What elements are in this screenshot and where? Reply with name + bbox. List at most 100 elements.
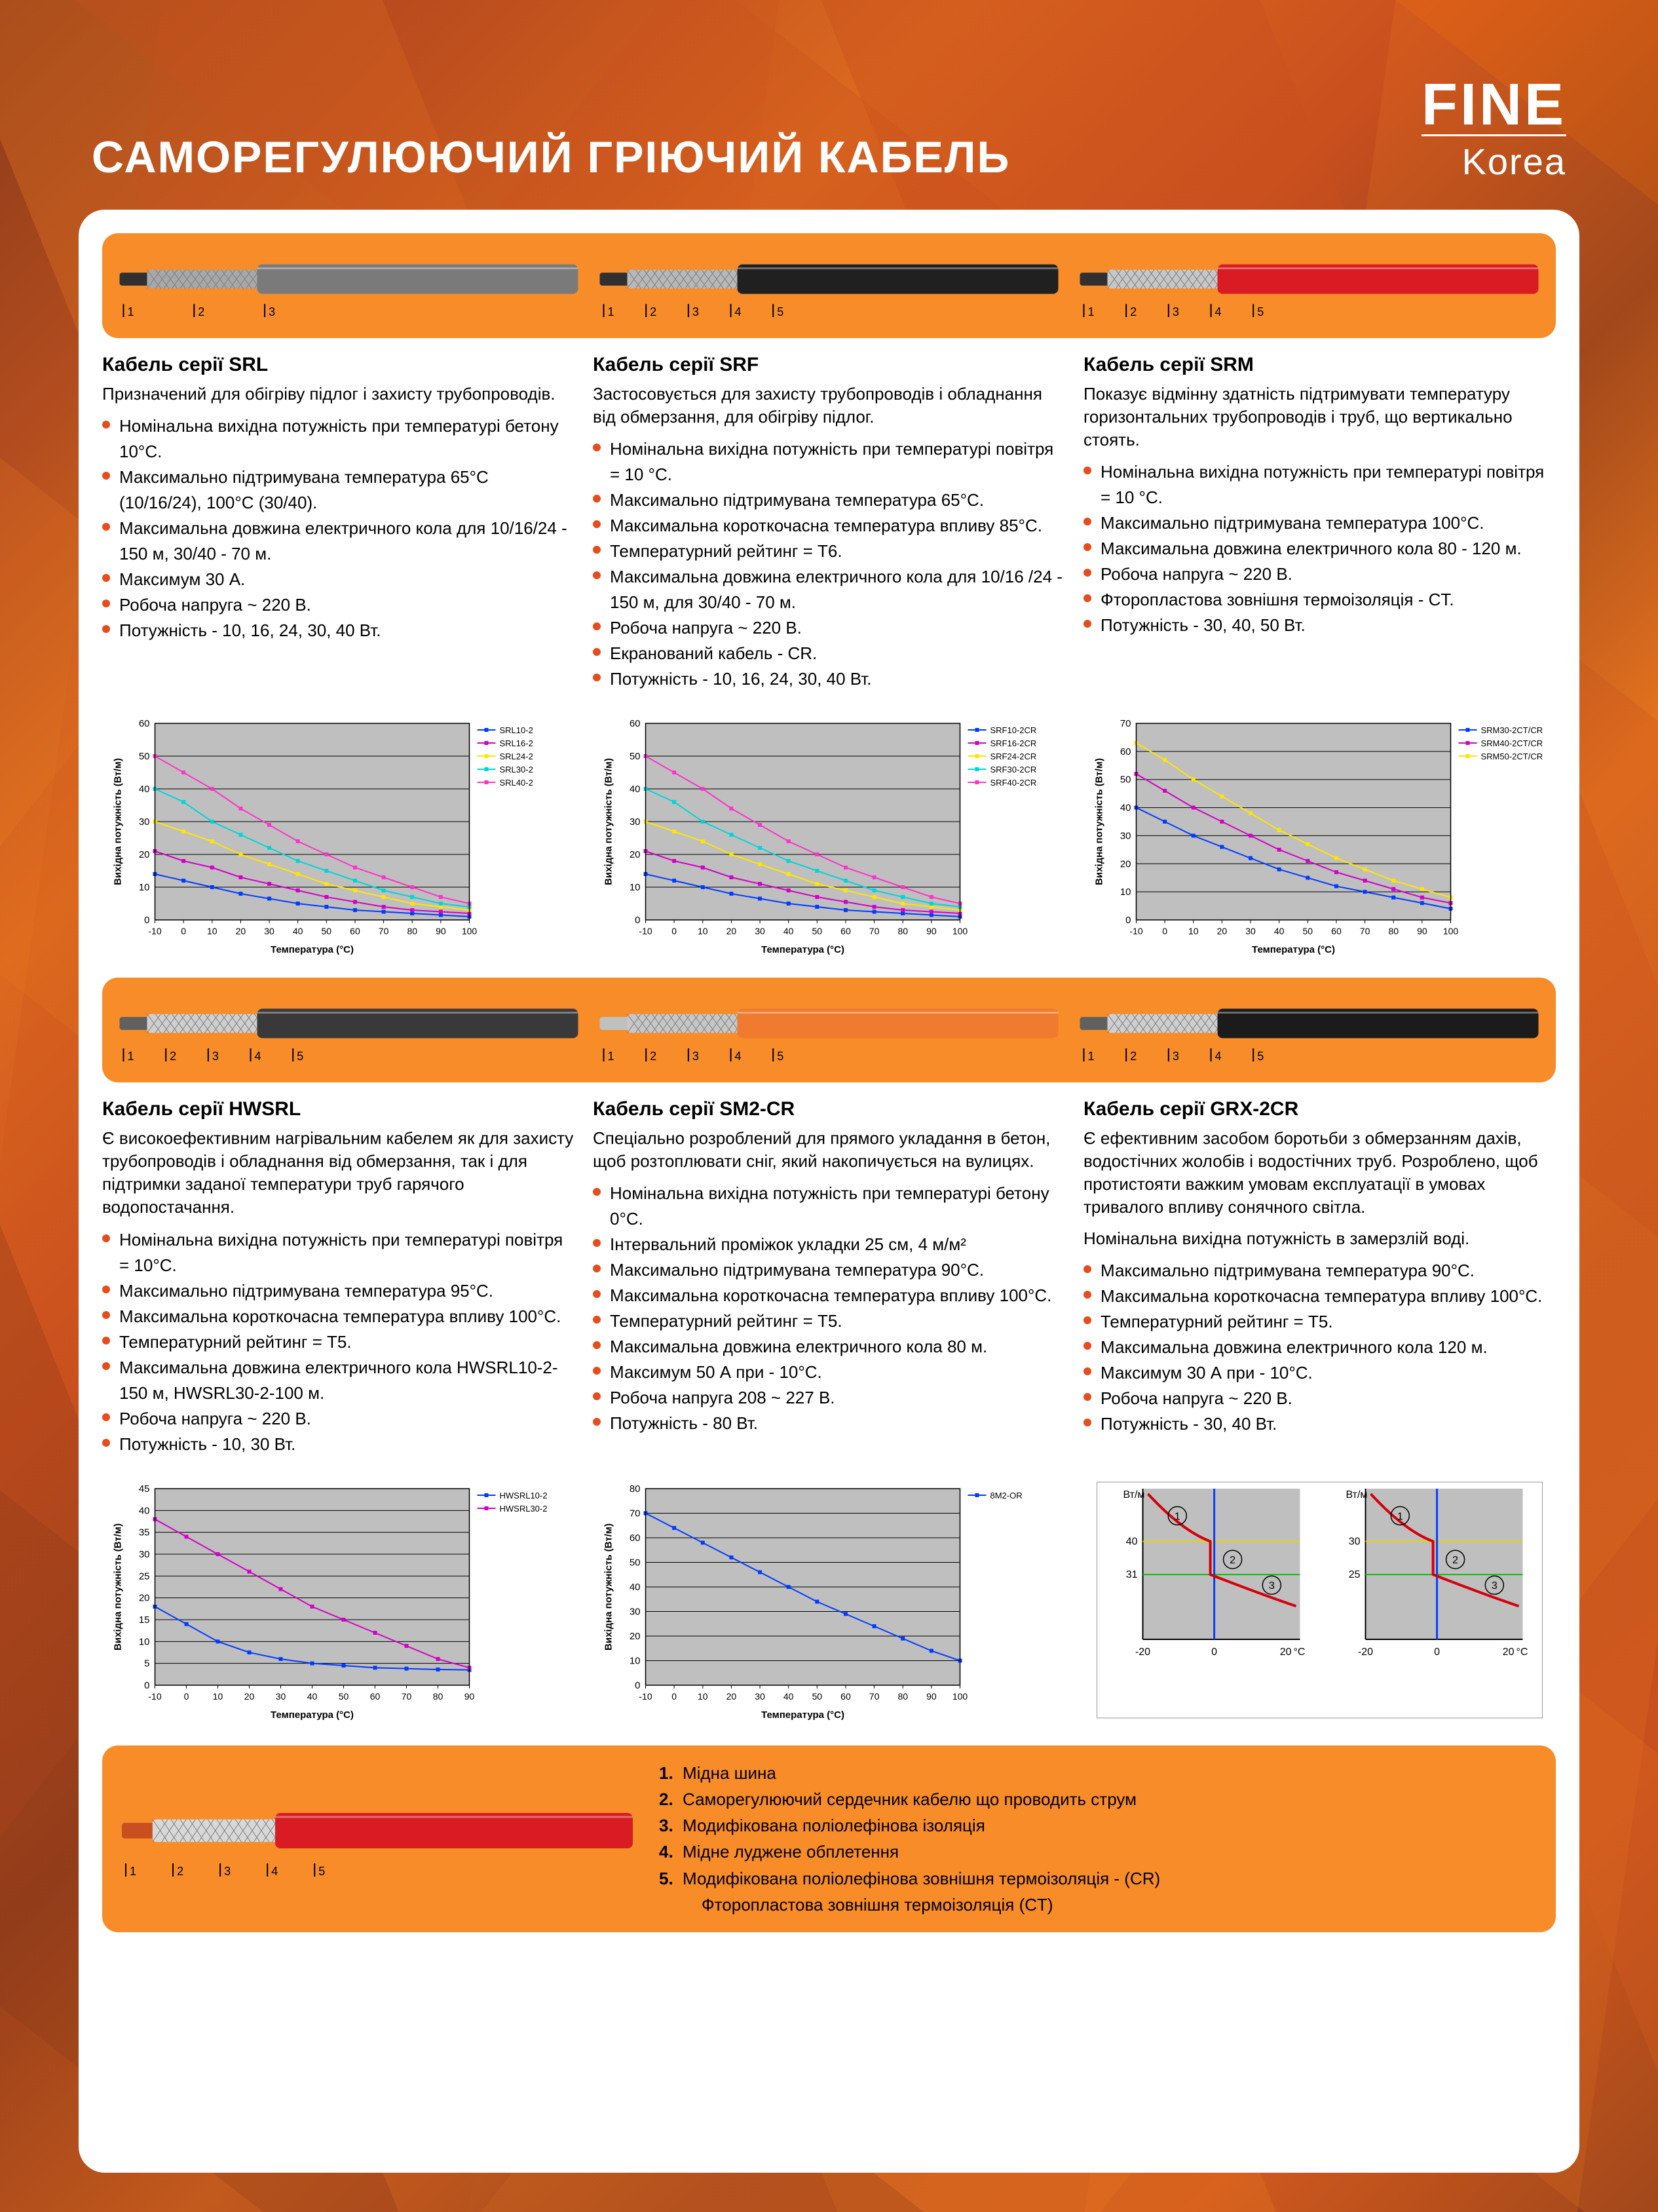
svg-text:Вихідна потужність (Вт/м): Вихідна потужність (Вт/м) xyxy=(113,758,124,885)
svg-text:3: 3 xyxy=(1173,1050,1179,1063)
spec-item: Потужність - 80 Вт. xyxy=(593,1411,1065,1436)
svg-text:Вихідна потужність (Вт/м): Вихідна потужність (Вт/м) xyxy=(603,758,614,885)
svg-text:50: 50 xyxy=(322,926,332,936)
svg-text:5: 5 xyxy=(1257,305,1264,318)
svg-text:5: 5 xyxy=(318,1865,325,1878)
svg-text:Вт/м: Вт/м xyxy=(1123,1489,1145,1500)
svg-text:50: 50 xyxy=(812,926,823,936)
footer-legend-item: 5.Модифікована поліолефінова зовнішня те… xyxy=(659,1865,1536,1918)
svg-text:5: 5 xyxy=(144,1658,149,1669)
svg-text:50: 50 xyxy=(339,1691,349,1702)
section-desc: Застосовується для захисту трубопроводів… xyxy=(593,383,1065,429)
svg-text:0: 0 xyxy=(635,915,640,926)
svg-text:20: 20 xyxy=(236,926,246,936)
cable-section: Кабель серії SRF Застосовується для захи… xyxy=(593,354,1065,692)
svg-text:1: 1 xyxy=(1175,1511,1180,1522)
svg-text:1: 1 xyxy=(128,305,134,318)
spec-item: Робоча напруга 208 ~ 227 В. xyxy=(593,1385,1065,1411)
svg-text:0: 0 xyxy=(181,926,186,936)
svg-text:10: 10 xyxy=(207,926,217,936)
spec-item: Температурний рейтинг = T6. xyxy=(593,539,1065,564)
svg-text:°C: °C xyxy=(1294,1647,1306,1658)
svg-text:3: 3 xyxy=(692,1050,699,1063)
cable-image: 1 2 3 4 5 xyxy=(598,997,1060,1063)
svg-text:45: 45 xyxy=(139,1483,150,1495)
svg-text:2: 2 xyxy=(650,305,656,318)
spec-item: Максимально підтримувана температура 90°… xyxy=(593,1257,1065,1283)
svg-text:0: 0 xyxy=(671,926,677,936)
spec-item: Максимально підтримувана температура 65°… xyxy=(102,465,575,516)
svg-text:31: 31 xyxy=(1126,1569,1138,1580)
svg-text:1: 1 xyxy=(608,305,614,318)
spec-list: Номінальна вихідна потужність при темпер… xyxy=(593,436,1065,692)
svg-text:1: 1 xyxy=(130,1865,136,1878)
svg-text:30: 30 xyxy=(630,816,641,828)
brand-logo: FINE Korea xyxy=(1422,79,1566,183)
svg-text:40: 40 xyxy=(1126,1536,1138,1547)
svg-text:0: 0 xyxy=(1162,926,1167,936)
svg-text:2: 2 xyxy=(1452,1555,1458,1566)
svg-text:80: 80 xyxy=(897,926,908,936)
svg-text:5: 5 xyxy=(297,1050,303,1063)
svg-text:90: 90 xyxy=(436,926,446,936)
spec-item: Максимально підтримувана температура 65°… xyxy=(593,487,1065,513)
svg-text:SRL10-2: SRL10-2 xyxy=(500,725,533,735)
svg-text:20: 20 xyxy=(1280,1647,1292,1658)
svg-text:2: 2 xyxy=(1230,1555,1235,1566)
spec-item: Інтервальний проміжок укладки 25 см, 4 м… xyxy=(593,1232,1065,1257)
spec-item: Максимум 30 А при - 10°C. xyxy=(1083,1360,1556,1386)
spec-item: Потужність - 30, 40, 50 Вт. xyxy=(1083,613,1556,638)
svg-text:60: 60 xyxy=(139,718,150,729)
svg-text:2: 2 xyxy=(650,1050,656,1063)
svg-text:90: 90 xyxy=(926,1691,937,1702)
svg-text:80: 80 xyxy=(407,926,417,936)
brand-main: FINE xyxy=(1422,79,1566,132)
spec-item: Максимальна короткочасна температура впл… xyxy=(593,513,1065,539)
svg-text:40: 40 xyxy=(783,926,794,936)
spec-item: Фторопластова зовнішня термоізоляція - C… xyxy=(1083,587,1556,613)
power-chart: 0 10 20 30 40 50 60 70 -10 0 10 20 30 40… xyxy=(1083,710,1556,959)
svg-text:3: 3 xyxy=(269,305,275,318)
svg-text:2: 2 xyxy=(198,305,204,318)
spec-item: Потужність - 30, 40 Вт. xyxy=(1083,1411,1556,1437)
svg-text:4: 4 xyxy=(735,305,742,318)
svg-text:80: 80 xyxy=(897,1691,908,1702)
svg-text:40: 40 xyxy=(307,1691,318,1702)
spec-item: Максимальна довжина електричного кола 80… xyxy=(1083,536,1556,562)
svg-text:80: 80 xyxy=(630,1483,641,1495)
svg-text:100: 100 xyxy=(462,926,478,936)
svg-text:50: 50 xyxy=(630,751,641,762)
svg-text:60: 60 xyxy=(1331,926,1342,936)
svg-text:HWSRL30-2: HWSRL30-2 xyxy=(500,1504,548,1514)
svg-text:3: 3 xyxy=(1492,1580,1498,1592)
svg-text:60: 60 xyxy=(840,1691,851,1702)
svg-text:0: 0 xyxy=(184,1691,189,1702)
svg-text:40: 40 xyxy=(630,1582,641,1593)
svg-text:30: 30 xyxy=(755,926,765,936)
svg-text:20: 20 xyxy=(139,1592,150,1603)
svg-text:70: 70 xyxy=(1120,718,1131,729)
svg-text:60: 60 xyxy=(840,926,851,936)
spec-item: Потужність - 10, 16, 24, 30, 40 Вт. xyxy=(102,618,575,643)
svg-text:4: 4 xyxy=(1215,305,1222,318)
spec-item: Максимальна довжина електричного кола дл… xyxy=(593,564,1065,615)
section-title: Кабель серії SM2-CR xyxy=(593,1098,1065,1120)
svg-text:20: 20 xyxy=(244,1691,255,1702)
svg-text:0: 0 xyxy=(635,1680,640,1691)
svg-text:90: 90 xyxy=(1417,926,1427,936)
spec-item: Максимальна короткочасна температура впл… xyxy=(1083,1284,1556,1309)
svg-text:0: 0 xyxy=(1125,915,1131,926)
svg-text:30: 30 xyxy=(264,926,274,936)
footer-legend: 1 2 3 4 5 1.Мідна шина2.Саморегулюючий с… xyxy=(102,1745,1556,1933)
svg-text:1: 1 xyxy=(1397,1511,1403,1522)
svg-text:Температура (°C): Температура (°C) xyxy=(271,1709,354,1721)
svg-text:°C: °C xyxy=(1517,1647,1528,1658)
svg-text:25: 25 xyxy=(1349,1569,1361,1580)
svg-text:30: 30 xyxy=(755,1691,765,1702)
svg-text:5: 5 xyxy=(1257,1050,1264,1063)
svg-text:-10: -10 xyxy=(639,926,652,936)
svg-text:Температура (°C): Температура (°C) xyxy=(761,1709,844,1721)
spec-item: Максимальна довжина електричного кола 12… xyxy=(1083,1335,1556,1360)
svg-text:0: 0 xyxy=(671,1691,677,1702)
spec-item: Робоча напруга ~ 220 В. xyxy=(593,615,1065,641)
